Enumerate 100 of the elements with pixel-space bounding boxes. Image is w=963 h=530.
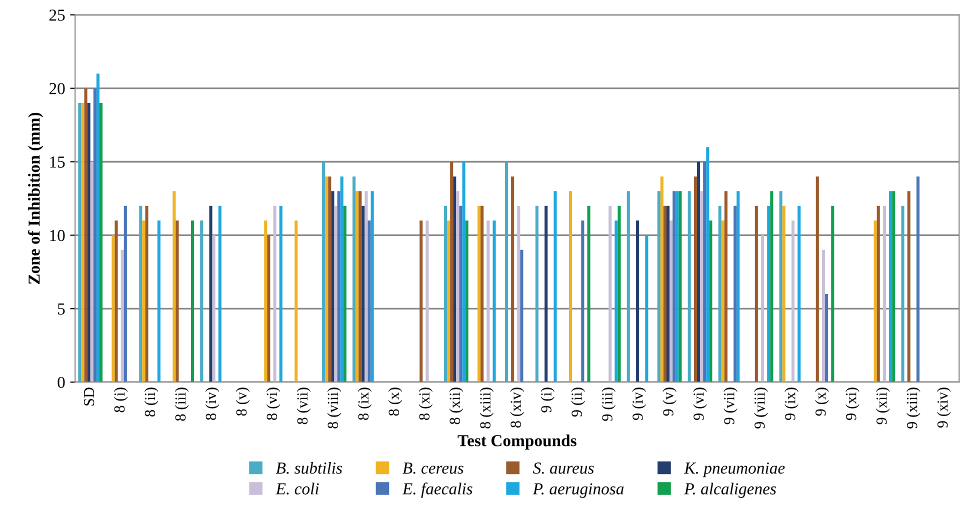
x-tick-label: 9 (xiv) (936, 388, 951, 428)
bar (889, 191, 892, 382)
bar (670, 220, 673, 382)
bar (636, 220, 640, 382)
x-axis-title: Test Compounds (458, 434, 576, 450)
bar (892, 191, 896, 382)
x-tick-label: 8 (viii) (327, 388, 342, 428)
bar (190, 220, 194, 382)
bar (368, 220, 371, 382)
bar (696, 162, 700, 382)
x-tick-label: 9 (x) (815, 388, 829, 416)
bar (465, 220, 468, 382)
bar (678, 191, 682, 382)
x-tick-label: 8 (vii) (296, 388, 311, 424)
bar (907, 191, 910, 382)
bar (535, 206, 538, 382)
bar (370, 191, 374, 382)
legend-label: E. faecalis (402, 482, 472, 498)
bar (145, 206, 148, 382)
bar (770, 191, 774, 382)
bar (791, 220, 795, 382)
legend-label: P. aeruginosa (532, 483, 624, 498)
bar (779, 191, 782, 382)
bar (822, 250, 826, 382)
x-tick-label: SD (84, 388, 94, 406)
bar (480, 206, 484, 382)
bar (200, 220, 204, 382)
bar (267, 235, 270, 382)
x-tick-label: 8 (i) (114, 388, 128, 412)
bar (362, 206, 365, 382)
bar (520, 250, 524, 382)
bar (124, 206, 127, 382)
bar (688, 191, 691, 382)
bar (218, 206, 222, 382)
bar (882, 206, 886, 382)
bar (87, 102, 90, 382)
bar (663, 206, 666, 382)
bar (264, 220, 268, 382)
bar (657, 191, 660, 382)
bar (142, 220, 146, 382)
x-tick-label: 8 (v) (236, 388, 250, 416)
bar (453, 176, 456, 382)
x-tick-label: 9 (ii) (571, 388, 586, 417)
bar (874, 220, 877, 382)
bar (734, 206, 737, 382)
bar (626, 191, 630, 382)
y-tick-label: 10 (50, 230, 65, 242)
bar (544, 206, 548, 382)
bar (761, 235, 764, 382)
bar (459, 206, 462, 382)
bar (618, 206, 621, 382)
x-tick-label: 9 (iv) (632, 388, 646, 420)
bar (782, 206, 786, 382)
bar (420, 220, 423, 382)
bar (120, 250, 124, 382)
bar (450, 162, 454, 382)
x-tick-label: 9 (i) (540, 388, 555, 412)
bar (100, 102, 103, 382)
bar (325, 176, 328, 382)
bar (703, 162, 706, 382)
bar (831, 206, 834, 382)
bar (660, 176, 664, 382)
bar (331, 191, 334, 382)
bar (581, 220, 584, 382)
bar (114, 220, 118, 382)
bar (700, 191, 704, 382)
bar (901, 206, 904, 382)
bar (462, 162, 466, 382)
bar (587, 206, 590, 382)
x-tick-label: 8 (ix) (358, 388, 372, 420)
bar (96, 74, 100, 382)
bar (608, 206, 612, 382)
x-tick-label: 9 (vi) (693, 388, 707, 420)
bar (672, 191, 676, 382)
bar (694, 176, 697, 382)
bar (916, 176, 920, 382)
bar (279, 206, 282, 382)
x-tick-label: 9 (ix) (784, 388, 798, 420)
bar (754, 206, 758, 382)
x-tick-label: 8 (xiii) (480, 388, 494, 428)
bar (273, 206, 276, 382)
x-tick-label: 9 (xiii) (906, 388, 920, 429)
x-tick-label: 9 (xi) (846, 388, 860, 420)
x-tick-label: 8 (iv) (205, 388, 220, 420)
bar (825, 294, 828, 382)
x-tick-label: 8 (xiv) (510, 388, 524, 428)
legend-label: P. alcaligenes (684, 482, 776, 498)
bar (444, 206, 448, 382)
bar (724, 191, 728, 382)
bar (798, 206, 801, 382)
bar (334, 206, 338, 382)
bar (364, 191, 368, 382)
bar (212, 235, 216, 382)
bar (172, 191, 176, 382)
bar (84, 88, 88, 382)
bar (328, 176, 332, 382)
bar (426, 220, 429, 382)
legend-label: K. pneumoniae (684, 462, 785, 478)
bar (706, 147, 710, 382)
bar (456, 191, 460, 382)
